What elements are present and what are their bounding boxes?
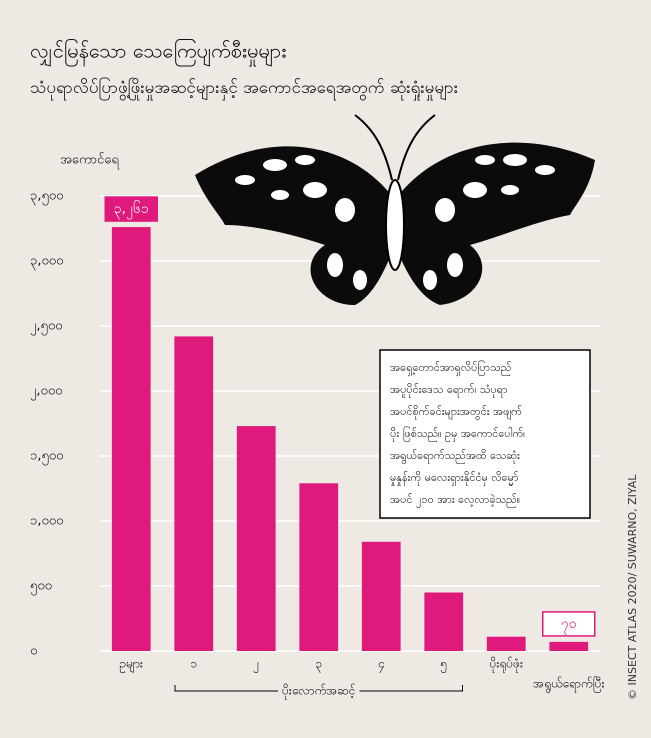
annotation-line: အရှေ့တောင်အာရှလိပ်ပြာသည်: [390, 360, 511, 376]
y-tick-label: ၂,၀၀၀: [30, 384, 62, 401]
x-tick-label: ၂: [253, 657, 259, 674]
value-label-box: [542, 611, 596, 637]
y-tick-label: ၃,၅၀၀: [30, 189, 63, 206]
y-axis-label: အကောင်ရေ: [60, 152, 119, 170]
chart-title: လျှင်မြန်သော သေကြေပျက်စီးမှုများ: [30, 39, 286, 67]
x-tick-label: ၄: [378, 657, 385, 674]
value-label: ၃,၂၆၁: [114, 201, 149, 219]
y-tick-label: ၂,၅၀၀: [30, 319, 62, 336]
y-tick-label: ၃,၀၀၀: [30, 254, 63, 271]
x-tick-label: ၃: [315, 657, 322, 674]
annotation-box: အရှေ့တောင်အာရှလိပ်ပြာသည်အပူပိုင်းဒေသ ရော…: [379, 349, 591, 519]
x-tick-label: ဥများ: [120, 657, 143, 674]
bar: [236, 426, 276, 651]
bar: [549, 641, 589, 651]
bar: [174, 336, 214, 651]
credit: © INSECT ATLAS 2020/ SUWARNO, ZIYAL: [626, 474, 639, 700]
bar: [299, 483, 339, 651]
x-tick-label: အရွယ်ရောက်ပြီး: [533, 676, 605, 694]
x-tick-label: ၅: [440, 657, 447, 674]
y-tick-label: ၅၀၀: [30, 579, 52, 596]
x-tick-label: ပိုးရုပ်ဖုံး: [489, 656, 523, 674]
bar: [486, 636, 526, 651]
annotation-line: အပင်စိုက်ခင်းများအတွင်း အဖျက်: [390, 405, 522, 420]
annotation-line: အပူပိုင်းဒေသ ရောက်၊ သံပုရာ: [390, 383, 508, 398]
x-tick-label: ၁: [190, 657, 197, 671]
annotation-line: အရွယ်ရောက်သည်အထိ သေဆုံး: [390, 449, 520, 464]
annotation-line: ပိုး ဖြစ်သည်။ ဥမှ အကောင်ပေါက်၊: [390, 426, 525, 442]
value-label-box: [104, 196, 158, 222]
annotation-line: မှုနှုန်းကို မလေးရှားနိုင်ငံမှ လိမ္မော်: [390, 471, 518, 486]
bar: [111, 227, 151, 651]
value-label: ၇၀: [561, 616, 577, 634]
y-tick-label: ၁,၅၀၀: [30, 449, 63, 466]
y-tick-label: ၁,၀၀၀: [30, 514, 63, 529]
group-label: ပိုးလောက်အဆင့်: [282, 683, 356, 701]
chart-subtitle: သံပုရာလိပ်ပြာဖွံ့ဖြိုးမှုအဆင့်များနှင့် …: [30, 76, 458, 101]
bar: [424, 592, 464, 651]
y-tick-label: ၀: [30, 644, 37, 659]
annotation-line: အပင် ၂၁၀ အား လေ့လာခဲ့သည်။: [390, 493, 520, 508]
butterfly: [195, 114, 595, 306]
bar: [361, 541, 401, 651]
group-label-bg: [277, 682, 360, 701]
